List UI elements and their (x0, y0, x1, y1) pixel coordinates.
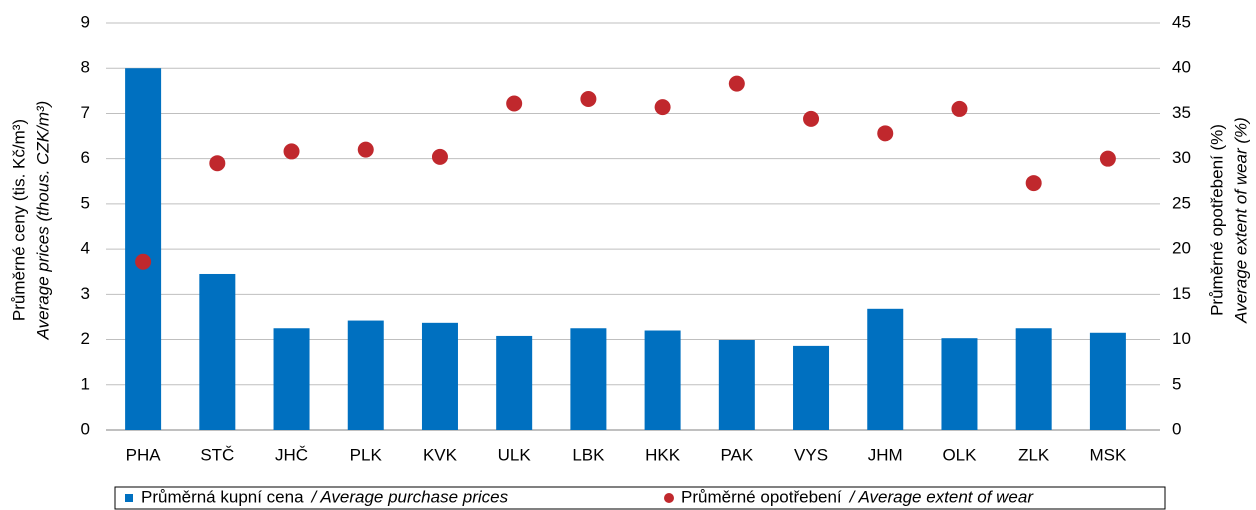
y2-tick-label: 20 (1172, 239, 1191, 258)
y-tick-label: 6 (81, 148, 90, 167)
bar (199, 273, 236, 430)
bar (496, 335, 533, 430)
y-tick-label: 8 (81, 58, 90, 77)
y-tick-label: 5 (81, 193, 90, 212)
dot (728, 75, 745, 92)
y-axis-title: Průměrné ceny (tis. Kč/m³) (9, 119, 28, 321)
bar (793, 345, 830, 430)
bar (867, 308, 904, 430)
x-tick-label: HKK (645, 445, 681, 464)
x-tick-label: ZLK (1018, 445, 1050, 464)
legend-label: / Average extent of wear (849, 487, 1035, 506)
legend-label: Průměrné opotřebení (681, 487, 842, 506)
bar (1015, 328, 1052, 430)
legend-box (114, 486, 1166, 510)
bar (941, 338, 978, 430)
bar (273, 328, 310, 430)
y-tick-label: 4 (81, 239, 90, 258)
bar (347, 320, 384, 430)
y2-tick-label: 0 (1172, 419, 1181, 438)
x-tick-label: LBK (572, 445, 605, 464)
dot (803, 110, 820, 127)
y-tick-label: 0 (81, 419, 90, 438)
y2-axis-title: Průměrné opotřebení (%) (1207, 124, 1226, 316)
y2-tick-label: 30 (1172, 148, 1191, 167)
y2-tick-label: 5 (1172, 374, 1181, 393)
y-tick-label: 3 (81, 284, 90, 303)
y-tick-label: 7 (81, 103, 90, 122)
y2-tick-label: 15 (1172, 284, 1191, 303)
bar (1089, 332, 1126, 430)
x-tick-label: KVK (423, 445, 458, 464)
bar (644, 330, 681, 430)
dot (283, 143, 300, 160)
x-tick-label: ULK (498, 445, 532, 464)
x-tick-label: MSK (1089, 445, 1127, 464)
dot (357, 141, 374, 158)
dot (951, 100, 968, 117)
dot (877, 125, 894, 142)
y-axis-title: Average prices (thous. CZK/m³) (33, 101, 52, 341)
legend-label: Průměrná kupní cena (141, 487, 304, 506)
legend-label: / Average purchase prices (311, 487, 509, 506)
y2-tick-label: 40 (1172, 58, 1191, 77)
y2-axis-title: Average extent of wear (%) (1231, 117, 1250, 324)
dot (135, 253, 152, 270)
dot (1099, 150, 1116, 167)
bar (570, 328, 607, 430)
x-tick-label: PHA (126, 445, 162, 464)
y-tick-label: 1 (81, 374, 90, 393)
dot (431, 148, 448, 165)
bar (421, 322, 458, 430)
x-tick-label: JHČ (275, 445, 308, 464)
y-tick-label: 2 (81, 329, 90, 348)
x-tick-label: OLK (942, 445, 977, 464)
y2-tick-label: 45 (1172, 12, 1191, 31)
x-tick-label: STČ (200, 445, 234, 464)
x-tick-label: PLK (350, 445, 383, 464)
dot (580, 90, 597, 107)
dot (506, 95, 523, 112)
x-tick-label: PAK (720, 445, 753, 464)
x-tick-label: JHM (868, 445, 903, 464)
y2-tick-label: 25 (1172, 193, 1191, 212)
legend-swatch (664, 493, 674, 503)
x-tick-label: VYS (794, 445, 828, 464)
dot (209, 155, 226, 172)
y2-tick-label: 10 (1172, 329, 1191, 348)
bar (125, 68, 162, 430)
dot (1025, 175, 1042, 192)
y-tick-label: 9 (81, 12, 90, 31)
bar (718, 340, 755, 430)
dot (654, 99, 671, 116)
legend-swatch (125, 494, 133, 502)
y2-tick-label: 35 (1172, 103, 1191, 122)
